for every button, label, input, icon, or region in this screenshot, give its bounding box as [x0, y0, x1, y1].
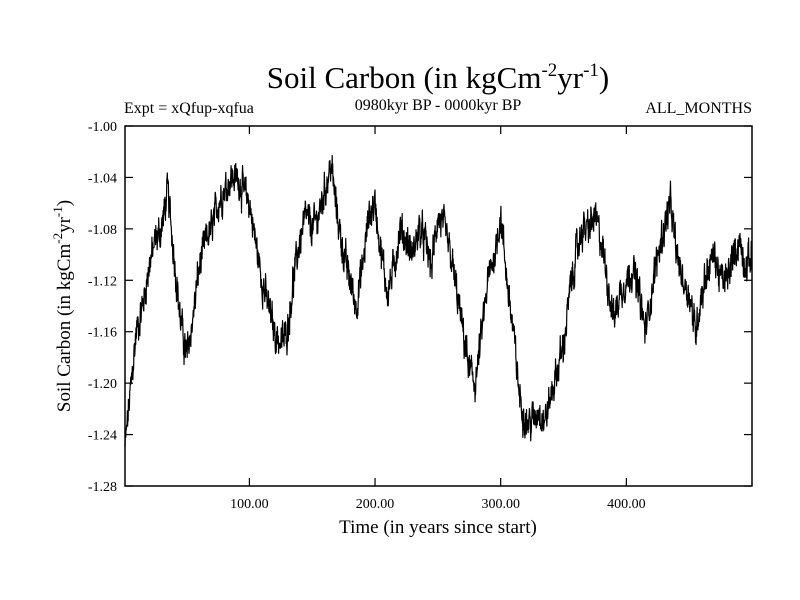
chart-title-sup1: -2: [541, 60, 557, 81]
y-tick-label: -1.20: [88, 377, 117, 392]
y-tick-label: -1.08: [88, 223, 117, 238]
y-axis-label-sup1: -2: [50, 233, 65, 244]
plot-frame: [124, 125, 753, 487]
y-tick-label: -1.12: [88, 274, 117, 289]
y-axis-label-sup2: -1: [50, 206, 65, 217]
chart-title-end: ): [599, 60, 609, 95]
y-tick-label: -1.04: [88, 171, 117, 186]
x-tick-label: 100.00: [230, 497, 269, 512]
y-axis-ticks: -1.00 -1.04 -1.08 -1.12 -1.16 -1.20 -1.24 -1.28: [88, 120, 752, 495]
y-axis-label-main: Soil Carbon (in kgCm: [54, 244, 75, 413]
time-range-label: 0980kyr BP - 0000kyr BP: [355, 97, 522, 114]
y-axis-label: Soil Carbon (in kgCm-2yr-1): [50, 200, 75, 412]
y-axis-label-mid: yr: [54, 216, 75, 233]
experiment-label: Expt = xQfup-xqfua: [124, 100, 254, 117]
chart-title-main: Soil Carbon (in kgCm: [267, 60, 542, 95]
y-axis-label-end: ): [54, 200, 75, 206]
months-label: ALL_MONTHS: [645, 100, 752, 117]
y-tick-label: -1.16: [88, 326, 117, 341]
x-axis-label: Time (in years since start): [339, 517, 537, 538]
chart-title-sup2: -1: [583, 60, 599, 81]
chart-title-mid: yr: [557, 60, 584, 95]
y-tick-label: -1.24: [88, 429, 117, 444]
x-tick-label: 200.00: [356, 497, 395, 512]
x-tick-label: 300.00: [481, 497, 520, 512]
x-tick-label: 400.00: [607, 497, 646, 512]
soil-carbon-series-line: [124, 154, 753, 447]
x-axis-ticks: 100.00 200.00 300.00 400.00: [230, 126, 646, 512]
y-tick-label: -1.28: [88, 480, 117, 495]
y-tick-label: -1.00: [88, 120, 117, 135]
chart-title: Soil Carbon (in kgCm-2yr-1): [267, 60, 610, 95]
